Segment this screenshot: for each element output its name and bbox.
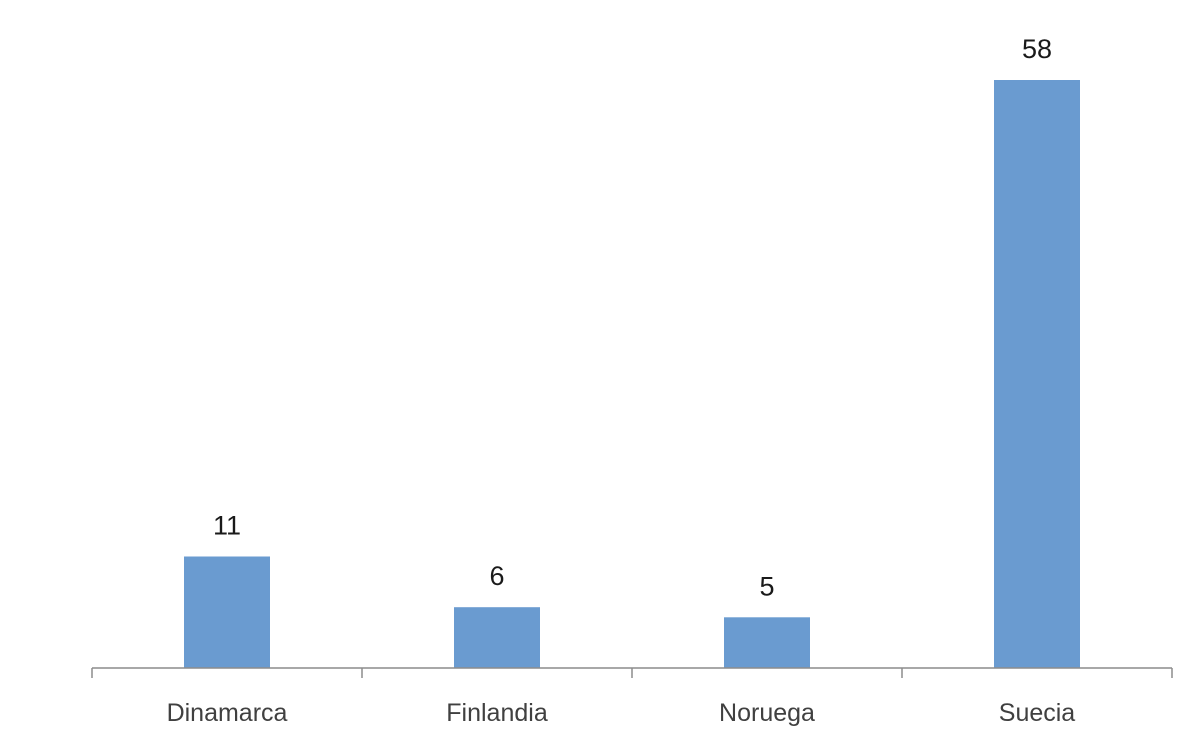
data-label-finlandia: 6 (489, 561, 504, 591)
bar-suecia (994, 80, 1080, 668)
labels-layer: 11 Dinamarca 6 Finlandia 5 Noruega 58 Suecia (167, 34, 1076, 727)
data-label-suecia: 58 (1022, 34, 1052, 64)
bars-layer (184, 80, 1080, 668)
data-label-noruega: 5 (759, 571, 774, 601)
bar-dinamarca (184, 556, 270, 668)
x-axis (91, 667, 1173, 678)
data-label-dinamarca: 11 (213, 511, 241, 541)
bar-finlandia (454, 607, 540, 668)
category-label-suecia: Suecia (999, 699, 1076, 727)
category-label-noruega: Noruega (719, 699, 815, 727)
category-label-finlandia: Finlandia (446, 699, 548, 727)
bar-noruega (724, 617, 810, 668)
category-label-dinamarca: Dinamarca (167, 699, 288, 727)
